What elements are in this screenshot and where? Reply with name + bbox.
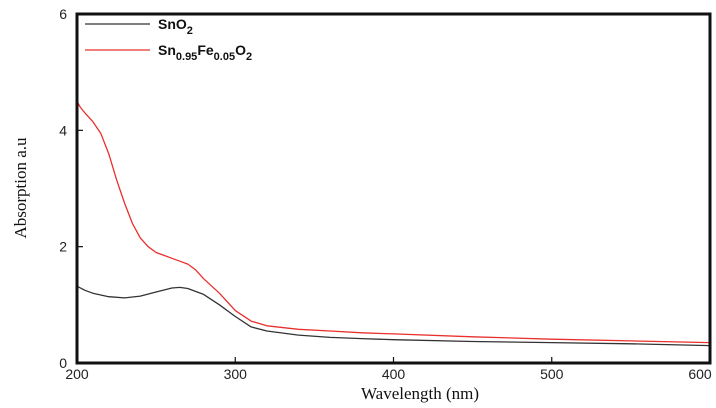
- series-line-1: [76, 100, 711, 344]
- series-line-0: [76, 285, 711, 347]
- legend-entry-1: Sn0.95Fe0.05O2: [158, 42, 252, 63]
- legend-subscript: 0.95: [176, 51, 197, 63]
- x-axis-title: Wavelength (nm): [361, 384, 479, 403]
- y-tick-label: 4: [59, 122, 67, 138]
- legend-subscript: 2: [187, 25, 193, 37]
- legend-subscript: 2: [246, 51, 252, 63]
- legend-text-part: SnO: [158, 16, 187, 32]
- y-tick-label: 6: [59, 6, 67, 22]
- x-tick-label: 500: [540, 366, 564, 382]
- y-axis-title: Absorption a.u: [11, 137, 30, 239]
- legend-text-part: Fe: [197, 42, 214, 58]
- x-tick-label: 400: [382, 366, 406, 382]
- legend-text-part: Sn: [158, 42, 176, 58]
- legend-subscript: 0.05: [214, 51, 235, 63]
- axis-ticks: 200 300 400 500 600 0 2 4 6: [59, 6, 712, 382]
- x-tick-label: 200: [65, 366, 89, 382]
- y-tick-label: 2: [59, 239, 67, 255]
- legend-entry-0: SnO2: [158, 16, 193, 37]
- plot-frame: [75, 12, 712, 365]
- plot-area: [76, 100, 711, 347]
- x-tick-label: 600: [688, 366, 712, 382]
- y-tick-label: 0: [59, 355, 67, 371]
- legend-text-part: O: [235, 42, 246, 58]
- x-tick-label: 300: [224, 366, 248, 382]
